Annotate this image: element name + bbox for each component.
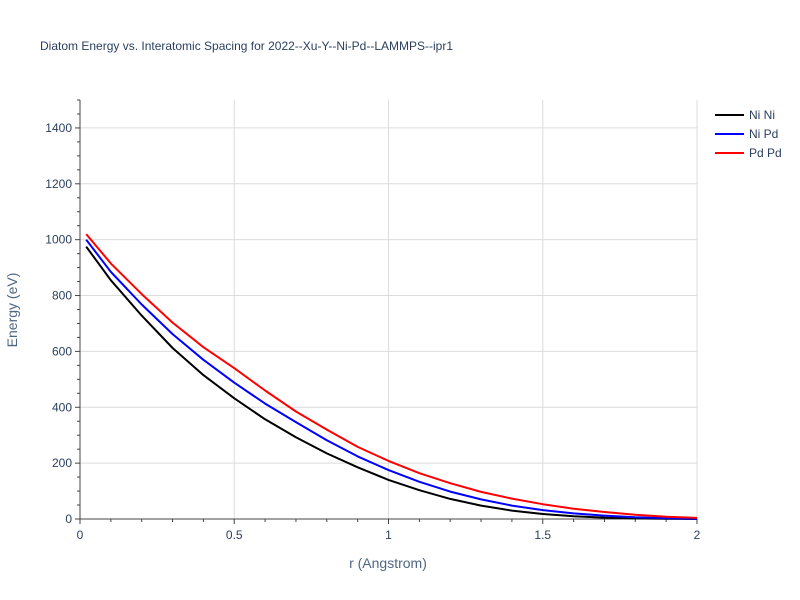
y-tick-label: 1200 [45, 177, 72, 191]
x-tick-label: 0 [77, 528, 84, 542]
y-tick-label: 400 [52, 400, 72, 414]
y-tick-label: 1000 [45, 233, 72, 247]
y-tick-label: 800 [52, 289, 72, 303]
x-tick-label: 0.5 [226, 528, 243, 542]
y-tick-label: 0 [65, 512, 72, 526]
y-tick-label: 200 [52, 456, 72, 470]
legend-item-ni-pd[interactable]: Ni Pd [715, 127, 778, 141]
series-line-ni-pd [85, 239, 698, 520]
axes: 0 0.5 1 1.5 2 0 200 400 600 800 1000 1200 1400 [45, 99, 701, 542]
legend-label: Pd Pd [749, 146, 782, 160]
legend-label: Ni Pd [749, 127, 778, 141]
x-tick-label: 1 [385, 528, 392, 542]
x-axis-title: r (Angstrom) [349, 555, 427, 571]
series-lines [85, 233, 698, 520]
x-tick-label: 1.5 [534, 528, 551, 542]
legend-label: Ni Ni [749, 108, 775, 122]
y-tick-label: 600 [52, 344, 72, 358]
grid [80, 100, 698, 519]
series-line-ni-ni [85, 246, 698, 520]
chart-title: Diatom Energy vs. Interatomic Spacing fo… [40, 39, 453, 53]
series-line-pd-pd [85, 233, 698, 519]
legend-item-ni-ni[interactable]: Ni Ni [715, 108, 775, 122]
legend-item-pd-pd[interactable]: Pd Pd [715, 146, 782, 160]
y-axis-title: Energy (eV) [4, 273, 20, 348]
legend[interactable]: Ni Ni Ni Pd Pd Pd [715, 108, 782, 160]
x-tick-label: 2 [694, 528, 701, 542]
y-tick-label: 1400 [45, 121, 72, 135]
